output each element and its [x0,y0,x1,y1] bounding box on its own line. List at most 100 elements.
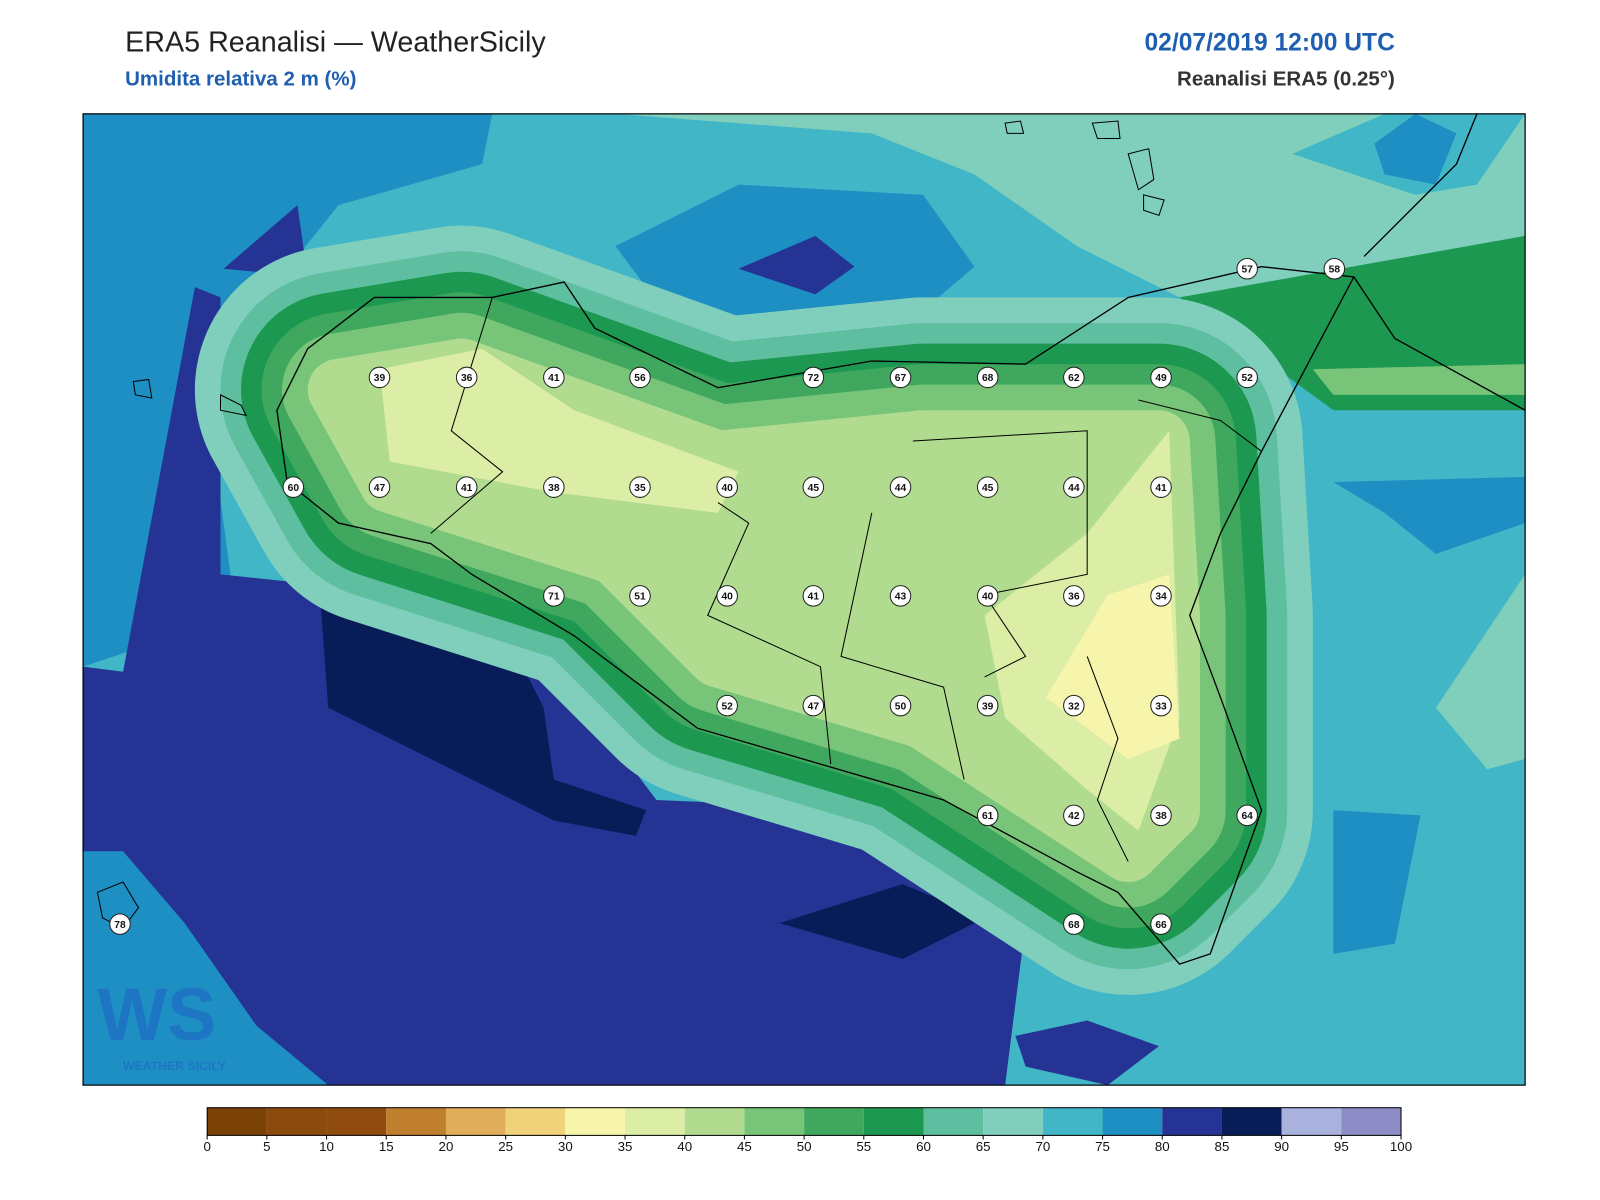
station-value: 61 [982,811,994,822]
title: ERA5 Reanalisi — WeatherSicily [125,27,546,59]
colorbar-segment [386,1107,446,1136]
station-marker [455,366,478,389]
station-value: 40 [982,592,994,603]
colorbar-tick-label: 55 [856,1139,871,1154]
colorbar-tick-label: 25 [498,1139,513,1154]
station-value: 64 [1241,811,1253,822]
colorbar-segment [1281,1107,1342,1136]
station-value: 50 [895,701,907,712]
station-marker [543,585,565,607]
station-value: 49 [1155,373,1167,384]
colorbar-segment [684,1107,745,1136]
colorbar-segment [1042,1107,1103,1136]
colorbar-tick-label: 85 [1215,1139,1230,1154]
station-value: 71 [548,592,560,603]
station-marker [1150,585,1172,607]
station-marker [976,804,999,827]
colorbar-segment [445,1107,506,1136]
station-value: 35 [634,483,646,494]
station-marker [1063,913,1085,935]
station-marker [716,694,738,717]
station-value: 60 [288,483,300,494]
stations: 39 36 41 56 72 67 68 62 49 52 57 58 60 47 41 38 35 40 45 44… [109,257,1346,935]
station-marker [802,585,825,607]
station-value: 51 [634,592,646,603]
colorbar-segment [863,1107,924,1136]
station-value: 44 [895,483,907,494]
coastline [276,265,1355,965]
station-marker [455,476,478,498]
station-marker [1150,476,1172,498]
colorbar-tick-label: 10 [319,1139,334,1154]
station-value: 47 [374,483,386,494]
station-value: 39 [982,701,994,712]
logo-caption: WEATHER SICILY [123,1059,226,1073]
colorbar-tick-label: 35 [618,1139,633,1154]
station-marker [629,476,651,498]
colorbar-tick-label: 100 [1390,1139,1412,1154]
field-band [1333,476,1526,554]
station-marker [802,476,825,498]
colorbar-tick-label: 80 [1155,1139,1170,1154]
station-value: 36 [1068,592,1080,603]
station-marker [889,366,912,389]
station-marker [1063,476,1085,498]
subtitle: Umidita relativa 2 m (%) [125,67,356,90]
station-value: 38 [1155,811,1167,822]
coastline [1353,113,1526,411]
station-marker [976,476,999,498]
station-value: 39 [374,373,386,384]
station-value: 41 [808,592,820,603]
station-value: 52 [1241,373,1253,384]
station-value: 45 [982,483,994,494]
colorbar-tick-label: 15 [379,1139,394,1154]
colorbar-tick-label: 20 [439,1139,454,1154]
station-value: 41 [1155,483,1167,494]
station-value: 42 [1068,811,1080,822]
colorbar-segment [505,1107,566,1136]
colorbar-tick-label: 50 [797,1139,812,1154]
station-value: 41 [548,373,560,384]
station-marker [976,366,999,389]
colorbar-segment [326,1107,387,1136]
station-marker [716,585,738,607]
station-marker [629,585,651,607]
colorbar-tick-label: 70 [1035,1139,1050,1154]
station-value: 41 [461,483,473,494]
station-marker [1236,804,1258,827]
colorbar-tick-label: 95 [1334,1139,1349,1154]
field-band [1015,1020,1159,1086]
station-marker [1150,804,1172,827]
colorbar-segment [1102,1107,1163,1136]
station-value: 44 [1068,483,1080,494]
colorbar-segment [207,1107,267,1136]
station-value: 34 [1155,592,1167,603]
station-marker [1063,366,1085,389]
station-value: 45 [808,483,820,494]
colorbar-tick-label: 65 [976,1139,991,1154]
station-marker [1150,366,1172,389]
colorbar-segment [625,1107,685,1136]
date: 02/07/2019 12:00 UTC [1144,30,1395,57]
station-value: 56 [634,373,646,384]
station-marker [889,585,912,607]
station-marker [802,366,825,389]
colorbar: 0 5 10 15 20 25 30 35 40 45 50 55 60 65 70 75 80 85 90 95 10… [203,1107,1412,1154]
station-marker [109,913,131,935]
station-marker [716,476,738,498]
station-value: 33 [1155,701,1167,712]
station-value: 38 [548,483,560,494]
field-band [320,584,647,836]
station-marker [1323,257,1346,280]
colorbar-segment [266,1107,327,1136]
station-marker [368,366,391,389]
colorbar-segment [923,1107,984,1136]
colorbar-segment [744,1107,805,1136]
station-marker [282,476,305,498]
station-marker [1063,694,1085,717]
field-band [738,235,855,295]
station-value: 40 [721,483,733,494]
station-marker [889,694,912,717]
